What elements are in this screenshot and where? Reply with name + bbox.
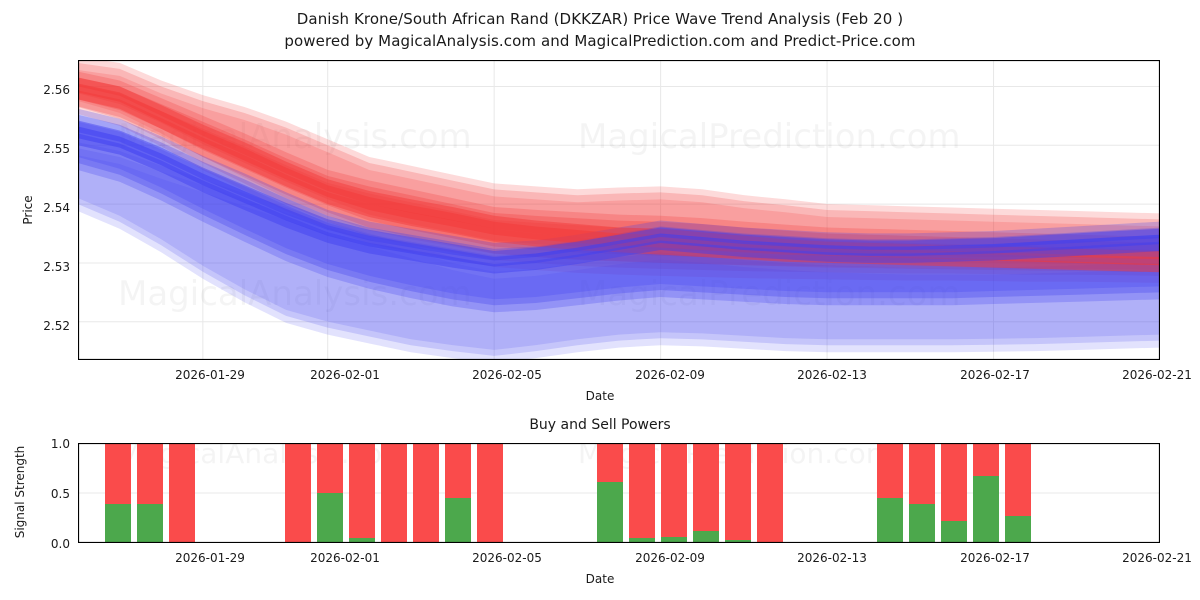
price-wave-bands: [78, 60, 1160, 360]
wave-band-blue-band-core-0: [78, 120, 1160, 261]
buy-bar-20: [1005, 516, 1031, 543]
sell-bar-19: [973, 443, 999, 476]
signal-x-axis-label: Date: [585, 572, 615, 586]
price-ytick-2.54: 2.54: [43, 201, 70, 215]
wave-band-blue-band-core-1: [78, 126, 1160, 267]
signal-xtick-0: 2026-01-29: [175, 551, 245, 565]
signal-ytick-0.0: 0.0: [50, 537, 70, 551]
price-plot-frame: [78, 60, 1160, 360]
sell-bar-5: [349, 443, 375, 538]
buy-bar-18: [941, 521, 967, 543]
sell-bar-12: [661, 443, 687, 537]
title-line-1: Danish Krone/South African Rand (DKKZAR)…: [296, 10, 904, 28]
price-xtick-5: 2026-02-17: [960, 368, 1030, 382]
price-wave-plot: MagicalAnalysis.com MagicalPrediction.com…: [78, 60, 1160, 360]
buy-bar-17: [909, 504, 935, 543]
price-x-axis-label: Date: [585, 389, 615, 403]
signal-chart-title: Buy and Sell Powers: [0, 417, 1200, 433]
buy-bar-8: [445, 498, 471, 543]
signal-xtick-3: 2026-02-09: [635, 551, 705, 565]
signal-xtick-4: 2026-02-13: [797, 551, 867, 565]
sell-bar-7: [413, 443, 439, 543]
price-xtick-2: 2026-02-05: [472, 368, 542, 382]
wave-band-red-band-outer-2: [78, 69, 1160, 283]
buy-bar-10: [597, 482, 623, 543]
buy-bar-4: [317, 493, 343, 543]
buy-bar-0: [105, 504, 131, 543]
price-xtick-1: 2026-02-01: [310, 368, 380, 382]
sell-bar-11: [629, 443, 655, 538]
price-ytick-2.53: 2.53: [43, 260, 70, 274]
signal-xtick-6: 2026-02-21: [1122, 551, 1192, 565]
price-y-axis-label: Price: [21, 195, 35, 225]
sell-bar-18: [941, 443, 967, 521]
signal-xtick-1: 2026-02-01: [310, 551, 380, 565]
buy-bar-11: [629, 538, 655, 543]
signal-xtick-2: 2026-02-05: [472, 551, 542, 565]
sell-bar-15: [757, 443, 783, 543]
signal-bars: [105, 443, 1031, 543]
price-xtick-0: 2026-01-29: [175, 368, 245, 382]
signal-ytick-1.0: 1.0: [50, 437, 70, 451]
price-xtick-3: 2026-02-09: [635, 368, 705, 382]
wave-band-red-band-core-1: [78, 83, 1160, 266]
wave-band-blue-band-outer-1: [78, 148, 1160, 356]
price-xtick-6: 2026-02-21: [1122, 368, 1192, 382]
signal-y-axis-label: Signal Strength: [13, 445, 27, 539]
svg-text:MagicalPrediction.com: MagicalPrediction.com: [578, 117, 961, 157]
wave-band-red-band-core-2: [78, 90, 1160, 273]
signal-xtick-5: 2026-02-17: [960, 551, 1030, 565]
sell-bar-13: [693, 443, 719, 531]
wave-band-red-band-outer-1: [78, 62, 1160, 276]
price-xtick-4: 2026-02-13: [797, 368, 867, 382]
signal-ytick-0.5: 0.5: [50, 487, 70, 501]
wave-band-red-band-mid-0: [78, 71, 1160, 260]
sell-bar-4: [317, 443, 343, 493]
wave-band-red-band-outer-0: [78, 60, 1160, 270]
sell-bar-6: [381, 443, 407, 543]
price-ytick-2.55: 2.55: [43, 142, 70, 156]
sell-bar-9: [477, 443, 503, 543]
wave-band-red-band-core-0: [78, 77, 1160, 260]
sell-bar-17: [909, 443, 935, 504]
wave-band-blue-band-core-2: [78, 133, 1160, 274]
sell-bar-10: [597, 443, 623, 482]
sell-bar-14: [725, 443, 751, 540]
sell-bar-3: [285, 443, 311, 543]
buy-bar-5: [349, 538, 375, 543]
wave-band-blue-band-outer-2: [78, 155, 1160, 360]
sell-bar-20: [1005, 443, 1031, 516]
price-ytick-2.52: 2.52: [43, 319, 70, 333]
buy-bar-16: [877, 498, 903, 543]
buy-bar-13: [693, 531, 719, 543]
sell-bar-8: [445, 443, 471, 498]
buy-bar-14: [725, 540, 751, 543]
title-line-2: powered by MagicalAnalysis.com and Magic…: [284, 32, 916, 50]
sell-bar-2: [169, 443, 195, 543]
sell-bar-0: [105, 443, 131, 504]
sell-bar-1: [137, 443, 163, 504]
wave-band-blue-band-mid-2: [78, 121, 1160, 313]
buy-bar-19: [973, 476, 999, 543]
svg-text:MagicalPrediction.com: MagicalPrediction.com: [578, 274, 961, 314]
chart-title: Danish Krone/South African Rand (DKKZAR)…: [0, 8, 1200, 52]
buy-bar-1: [137, 504, 163, 543]
signal-title-text: Buy and Sell Powers: [529, 417, 671, 433]
sell-bar-16: [877, 443, 903, 498]
price-ytick-2.56: 2.56: [43, 83, 70, 97]
svg-text:MagicalAnalysis.com: MagicalAnalysis.com: [118, 274, 472, 314]
signal-plot-frame: [78, 443, 1160, 543]
buy-bar-12: [661, 537, 687, 543]
wave-band-blue-band-outer-0: [78, 142, 1160, 350]
